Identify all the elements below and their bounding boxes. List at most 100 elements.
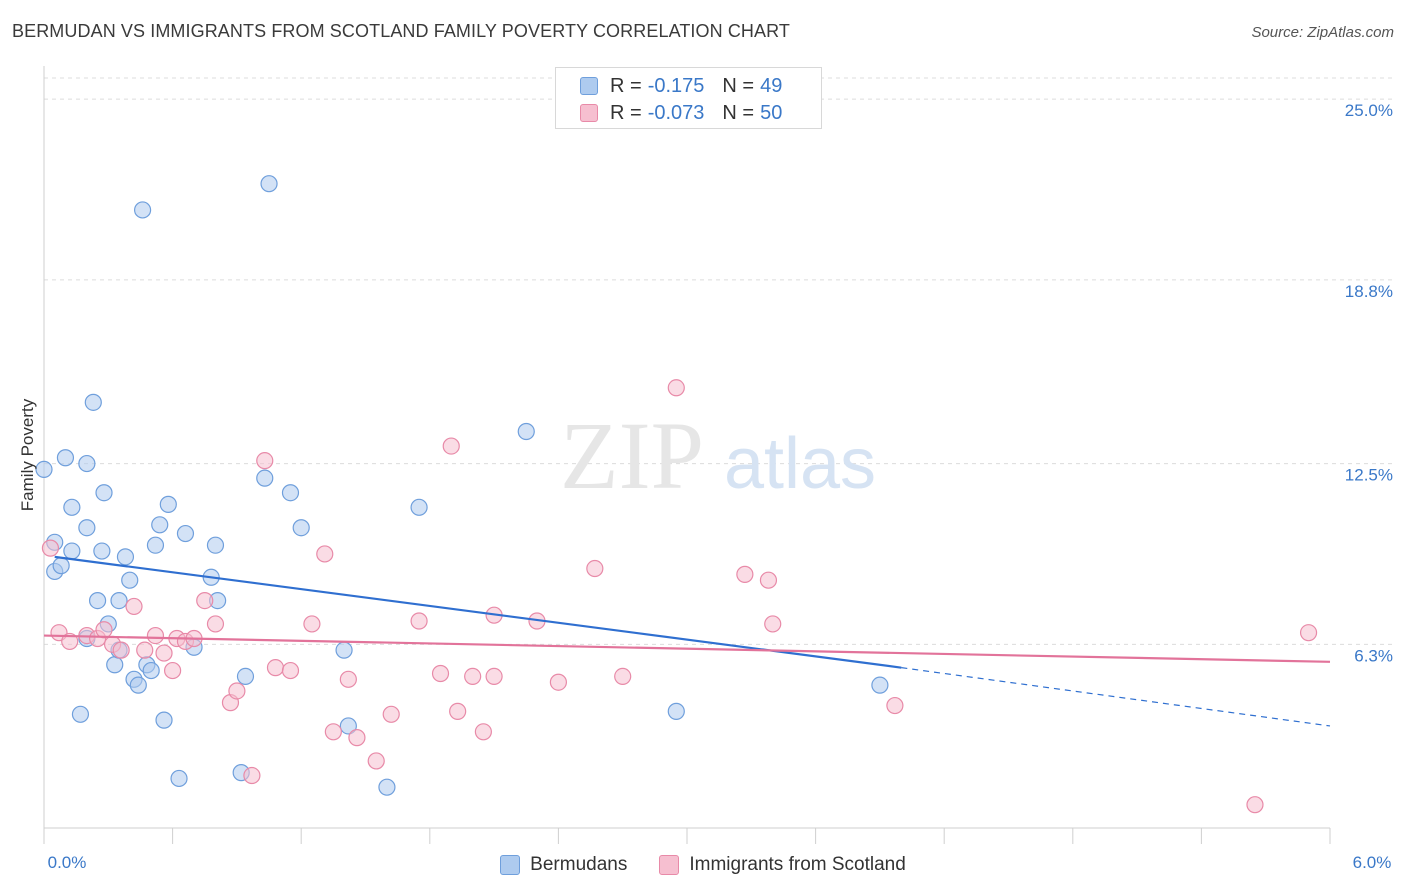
point-bermudan xyxy=(339,717,357,735)
point-bermudan xyxy=(871,676,889,694)
point-scotland xyxy=(474,723,492,741)
point-scotland xyxy=(164,661,182,680)
point-scotland xyxy=(382,705,400,723)
point-bermudan xyxy=(35,460,53,479)
point-bermudan xyxy=(95,484,113,502)
trend-line-scotland xyxy=(43,634,1331,663)
grid-layer xyxy=(44,77,1392,645)
point-scotland xyxy=(586,559,604,578)
n-value: 49 xyxy=(760,74,783,97)
point-scotland xyxy=(243,766,261,785)
watermark: ZIP atlas xyxy=(560,402,876,509)
watermark-zip: ZIP xyxy=(560,402,704,509)
point-scotland xyxy=(549,673,568,691)
point-bermudan xyxy=(378,778,396,796)
point-scotland xyxy=(155,644,173,662)
legend-item-bermudans[interactable]: Bermudans xyxy=(500,854,627,876)
y-axis-label: Family Poverty xyxy=(18,398,37,512)
point-scotland xyxy=(485,667,503,686)
n-value: 50 xyxy=(760,101,783,124)
y-tick-label: 18.8% xyxy=(1345,282,1393,301)
point-bermudan xyxy=(93,542,111,560)
legend-swatch-pink xyxy=(659,855,680,875)
series-legend: Bermudans Immigrants from Scotland xyxy=(0,852,1406,878)
x-tick-label: 6.0% xyxy=(1353,853,1392,872)
point-scotland xyxy=(316,545,334,563)
point-scotland xyxy=(136,641,154,659)
points-layer xyxy=(35,175,1318,814)
n-label: N = xyxy=(722,74,755,97)
point-scotland xyxy=(764,615,782,633)
stats-row-bermudans: R = -0.175 N = 49 xyxy=(580,74,782,98)
point-bermudan xyxy=(71,705,90,723)
point-bermudan xyxy=(146,536,165,554)
legend-item-scotland[interactable]: Immigrants from Scotland xyxy=(659,854,906,876)
point-scotland xyxy=(736,565,754,583)
n-label: N = xyxy=(722,101,755,124)
point-bermudan xyxy=(56,449,75,467)
point-scotland xyxy=(348,729,366,747)
legend-swatch-blue xyxy=(580,77,598,95)
point-bermudan xyxy=(176,524,195,543)
y-tick-label: 12.5% xyxy=(1345,466,1393,485)
point-scotland xyxy=(410,612,428,630)
point-bermudan xyxy=(106,656,124,674)
point-scotland xyxy=(431,664,450,683)
point-scotland xyxy=(324,723,342,741)
point-scotland xyxy=(667,379,685,397)
point-scotland xyxy=(339,670,357,688)
r-label: R = xyxy=(610,101,642,124)
point-scotland xyxy=(196,591,214,610)
x-tick-label: 0.0% xyxy=(48,853,87,872)
point-bermudan xyxy=(170,769,188,788)
point-scotland xyxy=(303,615,321,633)
trend-line-bermudans-extension xyxy=(901,667,1331,727)
point-bermudan xyxy=(142,661,160,680)
point-bermudan xyxy=(78,454,96,473)
chart-title: BERMUDAN VS IMMIGRANTS FROM SCOTLAND FAM… xyxy=(12,21,791,41)
point-bermudan xyxy=(133,201,152,219)
point-bermudan xyxy=(63,498,81,516)
point-scotland xyxy=(266,659,285,677)
point-bermudan xyxy=(206,536,225,554)
point-bermudan xyxy=(281,484,300,502)
watermark-atlas: atlas xyxy=(724,424,876,504)
point-bermudan xyxy=(292,519,310,537)
point-bermudan xyxy=(260,175,278,193)
point-scotland xyxy=(206,615,225,633)
point-bermudan xyxy=(84,393,102,411)
legend-swatch-blue xyxy=(500,855,521,875)
point-bermudan xyxy=(116,548,135,566)
point-scotland xyxy=(41,539,60,557)
point-bermudan xyxy=(517,422,535,441)
point-scotland xyxy=(464,667,482,686)
point-bermudan xyxy=(129,676,147,694)
point-bermudan xyxy=(335,641,353,659)
point-scotland xyxy=(886,696,904,715)
stats-legend: R = -0.175 N = 49 R = -0.073 N = 50 xyxy=(555,67,822,129)
point-scotland xyxy=(442,437,460,455)
point-bermudan xyxy=(236,667,255,686)
point-scotland xyxy=(1299,624,1318,642)
r-value: -0.073 xyxy=(647,101,705,124)
point-scotland xyxy=(61,632,79,651)
point-bermudan xyxy=(155,711,173,729)
axis-layer xyxy=(43,66,1331,844)
y-tick-label: 25.0% xyxy=(1345,101,1393,120)
y-tick-label: 6.3% xyxy=(1354,646,1393,665)
point-bermudan xyxy=(151,516,169,534)
point-scotland xyxy=(146,626,165,645)
point-bermudan xyxy=(110,591,128,610)
trend-layer xyxy=(43,555,1331,727)
r-label: R = xyxy=(610,74,642,97)
point-scotland xyxy=(112,641,130,659)
r-value: -0.175 xyxy=(647,74,705,97)
tick-label-layer: 6.3% 12.5% 18.8% 25.0% 0.0% 6.0% xyxy=(48,101,1393,872)
point-scotland xyxy=(281,661,300,680)
point-scotland xyxy=(228,682,246,700)
legend-swatch-pink xyxy=(580,104,598,122)
point-bermudan xyxy=(159,495,177,513)
legend-label: Bermudans xyxy=(530,854,628,875)
point-bermudan xyxy=(52,557,70,575)
